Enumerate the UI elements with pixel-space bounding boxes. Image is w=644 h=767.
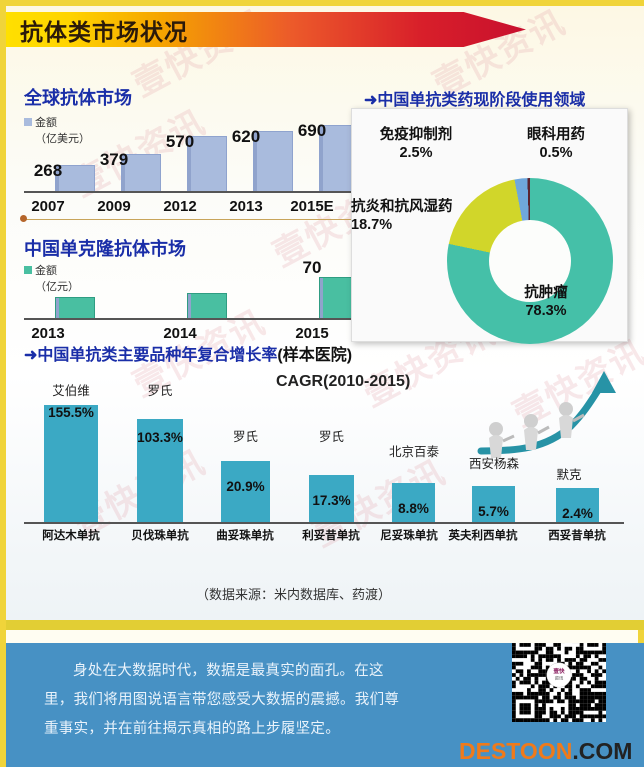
svg-text:壹快: 壹快: [553, 667, 565, 675]
svg-text:资讯: 资讯: [555, 675, 564, 682]
